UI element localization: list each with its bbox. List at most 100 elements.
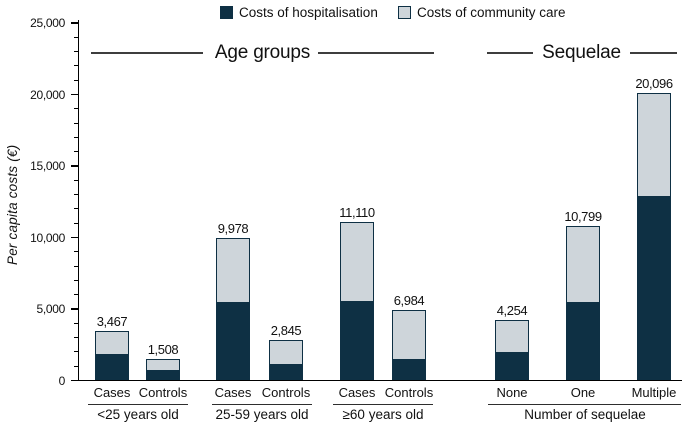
community-care-segment (495, 319, 529, 354)
hospitalisation-segment (495, 353, 529, 381)
y-major-tick (70, 165, 78, 167)
y-minor-tick (73, 208, 78, 210)
bar-none (495, 319, 529, 381)
bar-controls (392, 310, 426, 381)
hospitalisation-segment (216, 303, 250, 381)
community-care-swatch-icon (398, 6, 411, 19)
y-minor-tick (73, 279, 78, 281)
bar-total-label: 2,845 (270, 322, 302, 338)
bar-total-label: 10,799 (564, 209, 602, 225)
y-minor-tick (73, 294, 78, 296)
y-major-tick (70, 236, 78, 239)
bar-total-label: 3,467 (96, 313, 128, 329)
hospitalisation-segment (566, 303, 600, 381)
hospitalisation-segment (146, 371, 180, 381)
group-label: Number of sequelae (524, 407, 646, 422)
bar-total-label: 1,508 (147, 341, 179, 357)
y-minor-tick (73, 265, 78, 267)
group-underline (488, 403, 681, 405)
sequelae-header-line-right (630, 52, 677, 54)
legend-label-hospitalisation: Costs of hospitalisation (239, 5, 378, 20)
group-label: ≥60 years old (342, 407, 424, 422)
x-axis-label: One (570, 385, 596, 400)
y-axis-line (77, 20, 79, 381)
age-groups-header: Age groups (214, 42, 311, 63)
bar-cases (340, 221, 374, 381)
group-underline (88, 403, 188, 405)
bar-controls (269, 339, 303, 381)
community-care-segment (216, 237, 250, 304)
legend-item-community-care: Costs of community care (398, 5, 566, 20)
age-groups-header-line-right (318, 52, 434, 54)
bar-multiple (637, 93, 671, 381)
bar-total-label: 11,110 (339, 204, 375, 220)
community-care-segment (340, 221, 374, 302)
community-care-segment (566, 226, 600, 304)
y-minor-tick (73, 251, 78, 253)
hospitalisation-segment (637, 197, 671, 381)
y-major-tick (70, 22, 78, 24)
y-minor-tick (73, 136, 78, 138)
bar-total-label: 4,254 (496, 302, 528, 318)
y-minor-tick (73, 79, 78, 81)
x-axis-label: Cases (214, 385, 252, 400)
bar-cases (95, 330, 129, 381)
y-major-tick (70, 93, 78, 96)
y-minor-tick (73, 151, 78, 153)
sequelae-header: Sequelae (542, 42, 621, 63)
hospitalisation-segment (340, 301, 374, 381)
age-groups-header-line-left (91, 52, 203, 54)
y-tick-label: 10,000 (30, 230, 65, 245)
bar-total-label: 20,096 (635, 76, 673, 92)
x-axis-label: Multiple (631, 385, 677, 400)
y-minor-tick (73, 322, 78, 324)
y-major-tick (70, 308, 78, 310)
community-care-segment (269, 339, 303, 365)
sequelae-header-line-left (487, 52, 533, 54)
community-care-segment (392, 310, 426, 360)
legend-label-community-care: Costs of community care (417, 5, 566, 20)
y-major-tick (70, 379, 78, 382)
x-axis-label: Cases (93, 385, 131, 400)
y-minor-tick (73, 122, 78, 124)
x-axis-label: Controls (384, 385, 434, 400)
x-axis-label: Controls (261, 385, 311, 400)
y-minor-tick (73, 179, 78, 181)
y-axis-title: Per capita costs (€) (5, 144, 20, 266)
x-axis-label: Controls (138, 385, 188, 400)
group-label: 25-59 years old (215, 407, 309, 422)
bar-one (566, 226, 600, 381)
hospitalisation-segment (392, 359, 426, 381)
y-minor-tick (73, 65, 78, 67)
y-minor-tick (73, 36, 78, 38)
group-label: <25 years old (97, 407, 179, 422)
x-axis-label: Cases (338, 385, 376, 400)
legend-item-hospitalisation: Costs of hospitalisation (220, 5, 378, 20)
y-tick-label: 15,000 (30, 159, 65, 173)
y-minor-tick (73, 194, 78, 196)
y-tick-label: 5,000 (36, 302, 65, 316)
y-tick-label: 25,000 (30, 16, 65, 30)
y-minor-tick (73, 337, 78, 339)
hospitalisation-swatch-icon (220, 6, 233, 19)
y-minor-tick (73, 51, 78, 53)
y-tick-label: 0 (58, 373, 66, 388)
bar-total-label: 6,984 (393, 293, 425, 309)
y-minor-tick (73, 222, 78, 224)
hospitalisation-segment (269, 364, 303, 381)
y-tick-label: 20,000 (30, 87, 65, 102)
hospitalisation-segment (95, 355, 129, 381)
community-care-segment (95, 330, 129, 356)
community-care-segment (146, 358, 180, 372)
community-care-segment (637, 93, 671, 198)
y-minor-tick (73, 108, 78, 110)
bar-cases (216, 237, 250, 381)
bar-controls (146, 358, 180, 381)
group-underline (333, 403, 433, 405)
group-underline (212, 403, 312, 405)
x-axis-line (77, 379, 682, 382)
y-minor-tick (73, 351, 78, 353)
y-minor-tick (73, 365, 78, 367)
x-axis-label: None (496, 385, 528, 400)
